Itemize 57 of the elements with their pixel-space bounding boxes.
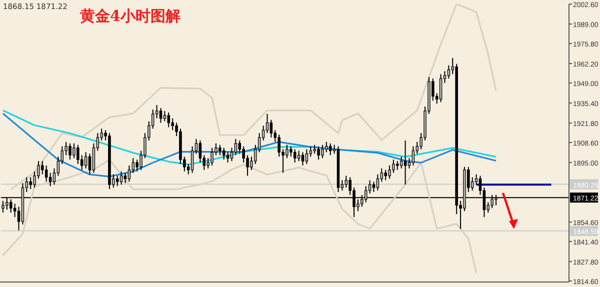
candlestick: [234, 138, 238, 156]
candlestick: [400, 156, 403, 169]
candlestick: [116, 175, 119, 187]
candlestick: [29, 176, 32, 190]
candlestick: [439, 74, 442, 103]
candlestick: [84, 152, 88, 169]
candlestick: [226, 152, 230, 164]
candlestick: [270, 119, 273, 138]
line-series: [2, 112, 497, 178]
candlestick: [293, 148, 296, 164]
candlestick: [159, 108, 162, 124]
candlestick: [72, 142, 76, 159]
candlestick: [266, 113, 269, 134]
candlestick: [120, 170, 123, 186]
candlestick: [210, 147, 214, 166]
line-series: [2, 110, 497, 166]
candlestick: [290, 146, 292, 158]
candlestick: [301, 152, 304, 166]
candlestick: [372, 181, 376, 193]
candlestick: [163, 110, 166, 122]
candlestick: [384, 169, 387, 181]
candlestick: [328, 142, 332, 156]
candlestick: [344, 175, 348, 188]
candlestick: [2, 200, 4, 214]
candlestick: [286, 144, 288, 159]
candlestick: [392, 159, 395, 174]
candlestick: [278, 134, 280, 158]
candlestick: [321, 144, 324, 159]
candlestick: [167, 112, 170, 128]
chart-title: 黄金4小时图解: [79, 7, 180, 25]
candlestick: [198, 140, 202, 164]
candlestick: [124, 172, 127, 184]
candlestick: [325, 141, 328, 153]
candlestick: [242, 146, 245, 164]
candlestick: [412, 146, 415, 166]
candlestick: [190, 146, 194, 174]
candlestick: [305, 148, 308, 165]
candlestick: [317, 146, 320, 160]
candlestick: [13, 203, 16, 218]
candlestick: [297, 150, 300, 162]
candlestick: [41, 160, 44, 175]
candlestick: [128, 164, 131, 182]
candlestick: [238, 140, 242, 154]
candlestick: [404, 140, 407, 186]
candlestick: [222, 147, 226, 160]
candlestick: [68, 142, 72, 160]
candlestick: [388, 164, 391, 180]
candlestick: [48, 172, 52, 187]
candlestick: [230, 147, 234, 162]
candlestick: [447, 64, 450, 80]
candlestick: [44, 164, 48, 182]
candlestick: [136, 159, 138, 172]
candlestick: [218, 144, 222, 156]
candlestick: [309, 146, 312, 158]
candlestick: [171, 118, 174, 131]
candlestick: [376, 174, 380, 192]
candlestick: [76, 144, 80, 165]
